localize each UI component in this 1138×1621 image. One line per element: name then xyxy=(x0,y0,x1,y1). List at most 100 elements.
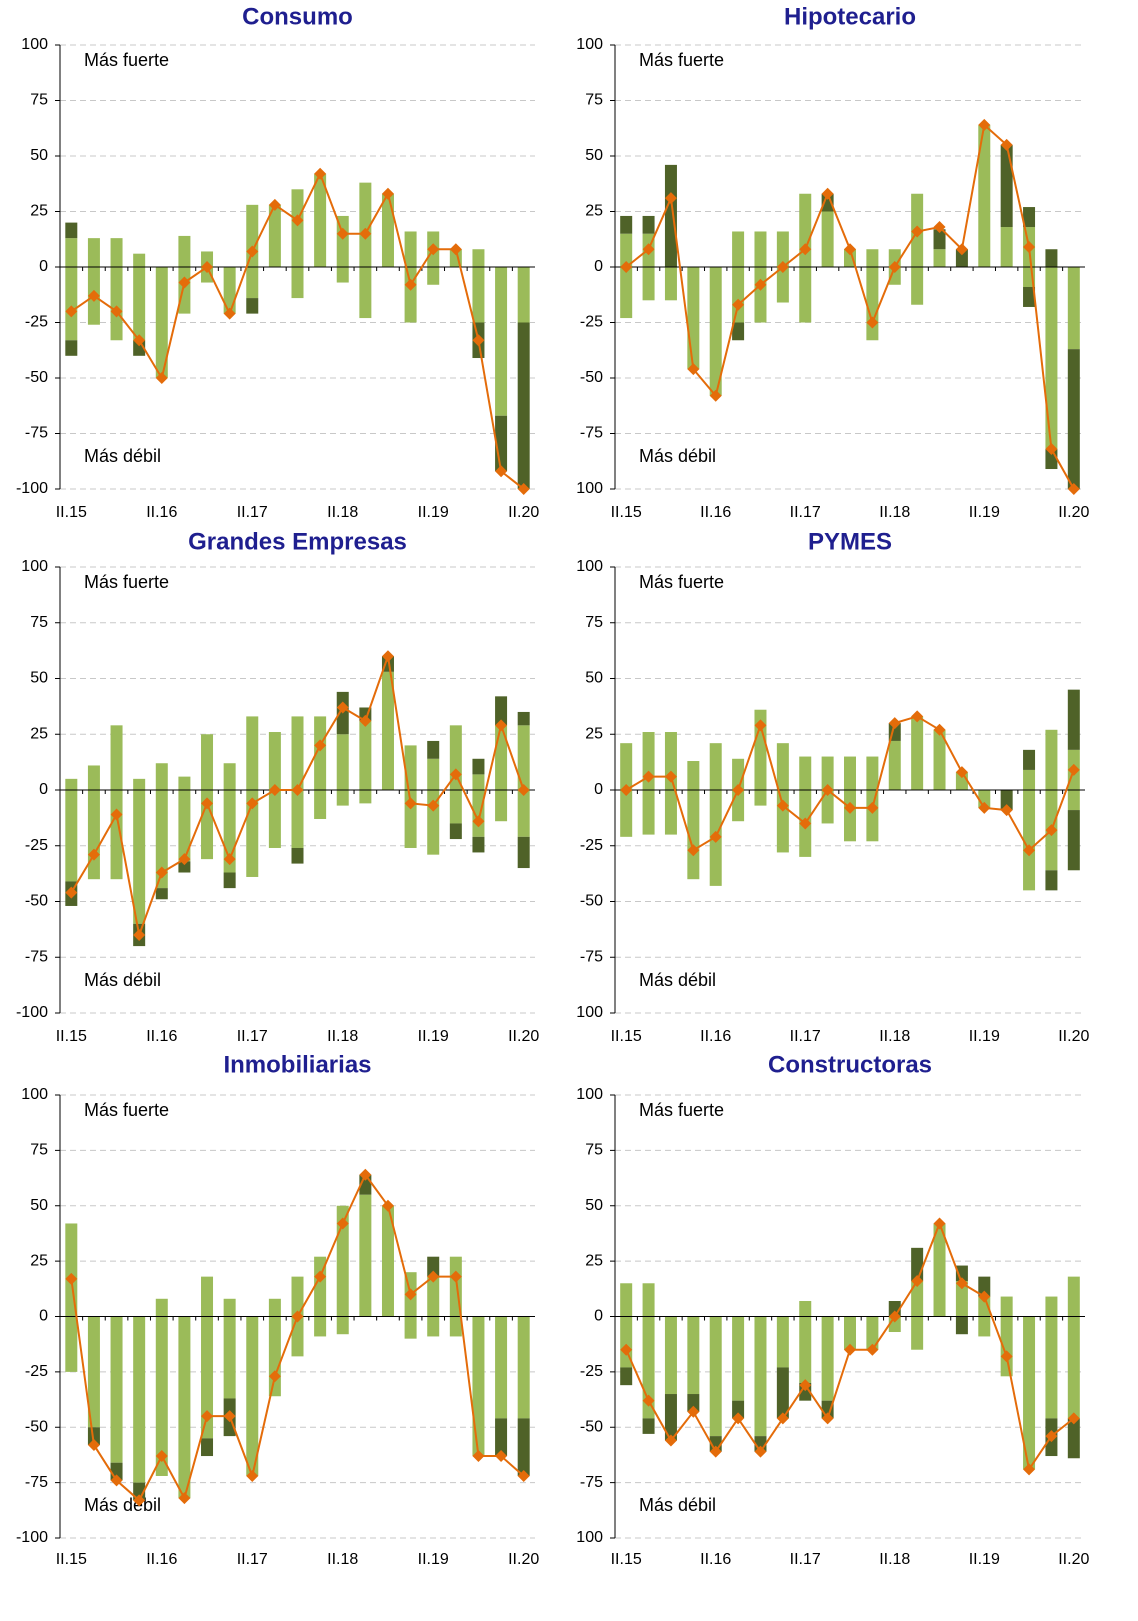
bar-segment xyxy=(687,1394,700,1412)
y-tick-label: -100 xyxy=(16,1004,48,1021)
bar-segment xyxy=(223,872,236,889)
y-tick-label: -25 xyxy=(580,837,603,854)
y-tick-label: 50 xyxy=(30,1197,48,1214)
marker xyxy=(1045,1430,1058,1443)
bar-segment xyxy=(1045,1316,1058,1419)
marker xyxy=(246,1469,259,1482)
y-tick-label: 25 xyxy=(585,725,603,742)
y-tick-label: 100 xyxy=(576,1086,603,1103)
bar-segment xyxy=(65,238,78,267)
x-tick-label: II.18 xyxy=(879,1551,910,1568)
bar-segment xyxy=(664,267,677,301)
x-tick-label: II.16 xyxy=(146,504,177,521)
marker xyxy=(776,261,789,273)
marker xyxy=(291,214,304,227)
x-tick-label: II.19 xyxy=(418,1028,449,1045)
bar-segment xyxy=(472,758,485,775)
marker xyxy=(427,1270,440,1283)
y-tick-label: 50 xyxy=(585,670,603,687)
bar-segment xyxy=(933,249,946,267)
marker xyxy=(620,784,633,796)
annotation: Más débil xyxy=(84,446,161,466)
marker xyxy=(449,768,462,781)
bar-segment xyxy=(955,1281,968,1317)
annotation: Más fuerte xyxy=(639,1100,724,1120)
bar-segment xyxy=(517,711,530,726)
bar-segment xyxy=(1045,870,1058,891)
x-tick-label: II.17 xyxy=(237,1551,268,1568)
y-tick-label: 100 xyxy=(21,1086,48,1103)
bar-segment xyxy=(359,267,372,319)
bar-segment xyxy=(754,267,767,323)
marker xyxy=(472,1450,485,1463)
bar-segment xyxy=(472,774,485,790)
panel: Constructoras 100 75 50 25 0 -25 -50 -75 100 Más f… xyxy=(576,1051,1089,1568)
y-tick-label: -50 xyxy=(580,369,603,386)
bar-segment xyxy=(911,267,924,305)
marker xyxy=(178,853,191,866)
marker xyxy=(495,719,508,732)
bar-segment xyxy=(978,1296,991,1317)
bar-segment xyxy=(449,1316,462,1337)
marker xyxy=(291,784,304,796)
marker xyxy=(110,1474,123,1487)
bar-segment xyxy=(133,253,146,267)
marker xyxy=(844,801,856,814)
bar-segment xyxy=(1067,790,1080,811)
bar-segment xyxy=(1067,267,1080,350)
marker xyxy=(866,316,879,329)
bar-segment xyxy=(268,790,281,848)
panel: Inmobiliarias 100 75 50 25 0 -25 -50 -75 -100 Más … xyxy=(16,1051,539,1568)
bar-segment xyxy=(866,756,879,790)
bar-segment xyxy=(336,734,349,790)
annotation: Más débil xyxy=(84,970,161,990)
marker xyxy=(472,334,485,347)
marker xyxy=(155,1450,168,1463)
bar-segment xyxy=(155,1298,168,1317)
bar-segment xyxy=(799,1316,812,1383)
bar-segment xyxy=(517,790,530,837)
bar-segment xyxy=(495,790,508,822)
bar-segment xyxy=(776,267,789,303)
annotation: Más fuerte xyxy=(639,50,724,70)
marker xyxy=(314,167,327,180)
bar-segment xyxy=(642,1283,655,1317)
marker xyxy=(517,1469,530,1482)
bar-segment xyxy=(404,745,417,790)
bar-segment xyxy=(291,1276,304,1317)
x-tick-label: II.15 xyxy=(611,1028,642,1045)
bar-segment xyxy=(291,790,304,848)
x-tick-label: II.15 xyxy=(56,1551,87,1568)
marker xyxy=(664,770,677,783)
bar-segment xyxy=(1000,790,1013,811)
annotation: Más débil xyxy=(639,446,716,466)
y-tick-label: 100 xyxy=(576,480,603,497)
marker xyxy=(65,305,78,318)
y-tick-label: 0 xyxy=(39,781,48,798)
bar-segment xyxy=(517,322,530,489)
bar-segment xyxy=(314,716,327,790)
y-tick-label: -25 xyxy=(25,837,48,854)
marker xyxy=(709,830,722,843)
marker xyxy=(799,817,812,830)
bar-segment xyxy=(472,790,485,837)
bar-segment xyxy=(517,1316,530,1419)
bar-segment xyxy=(1067,1316,1080,1419)
marker xyxy=(110,808,123,821)
bar-segment xyxy=(87,765,100,790)
marker xyxy=(911,710,924,723)
marker xyxy=(978,801,991,814)
bar-segment xyxy=(620,215,633,234)
bar-segment xyxy=(178,1316,191,1499)
marker xyxy=(799,1379,812,1392)
bar-segment xyxy=(133,790,146,924)
y-tick-label: -100 xyxy=(16,480,48,497)
x-tick-label: II.16 xyxy=(700,1028,731,1045)
bar-segment xyxy=(1000,144,1013,228)
marker xyxy=(201,797,214,810)
marker xyxy=(888,1310,901,1323)
marker xyxy=(427,243,440,256)
bar-segment xyxy=(155,1316,168,1476)
annotation: Más fuerte xyxy=(84,1100,169,1120)
marker xyxy=(359,227,372,240)
